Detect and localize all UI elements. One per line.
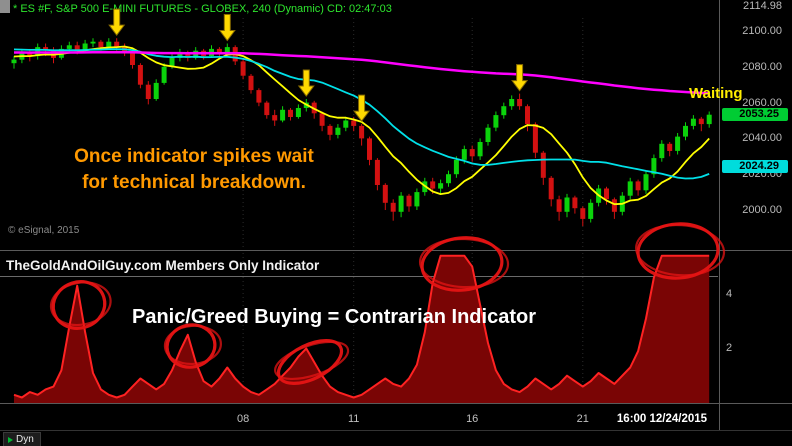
price-axis-label: 2114.98 [743,0,782,12]
indicator-axis-label: 2 [726,342,733,355]
statusbar-divider [0,430,792,431]
waiting-label: Waiting [689,85,743,102]
price-axis-label: 2000.00 [742,204,782,216]
price-axis[interactable]: 2053.25 2024.29 2114.98 2100.00 2080.00 206… [719,0,792,430]
time-axis[interactable]: 16:00 12/24/2015 08 11 16 21 [0,404,792,430]
price-chart-panel[interactable] [0,0,718,249]
indicator-caption: Panic/Greed Buying = Contrarian Indicato… [132,306,536,328]
ma-value-badge: 2024.29 [722,160,788,174]
window-corner-handle[interactable] [0,0,10,13]
spike-note-line1: Once indicator spikes wait [74,146,314,167]
esignal-watermark: © eSignal, 2015 [8,225,80,236]
indicator-axis-label: 4 [726,287,733,300]
status-bar: Dyn [0,431,792,446]
current-time-label: 16:00 12/24/2015 [616,413,708,425]
price-axis-label: 2100.00 [742,25,782,37]
chart-symbol-title: * ES #F, S&P 500 E-MINI FUTURES - GLOBEX… [13,3,392,15]
indicator-bottom-border [0,403,792,404]
dyn-button[interactable]: Dyn [3,432,41,446]
time-axis-label: 08 [236,413,250,425]
dyn-arrow-icon [8,436,13,443]
spike-note-line2: for technical breakdown. [82,172,306,193]
panel-divider[interactable] [0,250,792,251]
price-axis-label: 2060.00 [742,96,782,109]
last-price-badge: 2053.25 [722,108,788,122]
indicator-title: TheGoldAndOilGuy.com Members Only Indica… [6,258,320,273]
dyn-label: Dyn [16,434,34,445]
price-axis-label: 2040.00 [742,132,782,145]
time-axis-label: 16 [466,413,479,425]
time-axis-label: 21 [576,413,589,425]
spike-note: Once indicator spikes wait for technical… [18,144,370,196]
time-axis-label: 11 [347,413,360,425]
indicator-title-underline [0,276,718,277]
price-axis-label: 2080.00 [742,60,782,73]
